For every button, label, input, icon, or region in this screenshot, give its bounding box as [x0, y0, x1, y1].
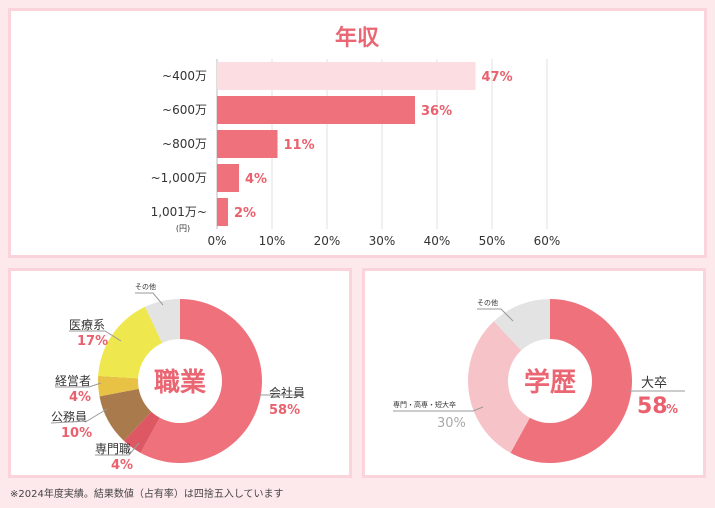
income-bar [217, 198, 228, 226]
income-value-label: 47% [482, 70, 513, 85]
edu-slice-value: 30% [437, 416, 466, 431]
income-tick-label: 60% [534, 234, 561, 248]
job-leader-line [95, 442, 140, 456]
income-title: 年収 [335, 25, 380, 51]
income-tick-label: 30% [369, 234, 396, 248]
income-bar [217, 62, 476, 90]
income-chart: 年収 ~400万 ~600万 ~800万 ~1,000万 1,001万~ 47% 36% 1… [151, 25, 561, 248]
job-title: 職業 [154, 368, 206, 398]
job-slice-name: 経営者 [55, 374, 91, 388]
job-slice-value: 4% [69, 390, 91, 405]
income-bar [217, 130, 278, 158]
job-leader-line [55, 382, 102, 388]
income-tick-label: 50% [479, 234, 506, 248]
job-slice-name: 医療系 [69, 318, 105, 332]
edu-donut-hole [508, 339, 592, 423]
job-slice-name: 公務員 [51, 410, 87, 424]
job-donut-hole [138, 339, 222, 423]
income-tick-label: 20% [314, 234, 341, 248]
income-value-label: 11% [284, 138, 315, 153]
edu-leader-line [393, 406, 484, 412]
edu-slice-value: 58 [637, 394, 668, 419]
income-tick-label: 10% [259, 234, 286, 248]
edu-slice-name: 専門・高専・短大卒 [393, 400, 456, 409]
job-leader-line [135, 292, 164, 306]
job-slice-value: 58% [269, 403, 300, 418]
job-panel: 職業 会社員 58% 専門職 4% 公務員 10% 経営者 4% 医療系 17% その他 [8, 268, 352, 478]
edu-slice-name: その他 [477, 298, 498, 307]
income-bar [217, 96, 415, 124]
job-donut-chart: 職業 会社員 58% 専門職 4% 公務員 10% 経営者 4% 医療系 17% その他 [50, 282, 305, 473]
job-slice-name: 専門職 [95, 442, 131, 456]
job-slice-value: 4% [111, 458, 133, 473]
income-bar [217, 164, 239, 192]
income-category-label: 1,001万~ [151, 205, 207, 219]
edu-panel: 学歴 大卒 58% 専門・高専・短大卒 30% その他 [362, 268, 706, 478]
income-value-label: 2% [234, 206, 256, 221]
job-leader-line [69, 330, 122, 342]
edu-donut-chart: 学歴 大卒 58% 専門・高専・短大卒 30% その他 [393, 298, 685, 463]
edu-title: 学歴 [524, 367, 576, 398]
income-tick-label: 0% [207, 234, 226, 248]
income-panel: 年収 ~400万 ~600万 ~800万 ~1,000万 1,001万~ 47% 36% 1… [8, 8, 707, 258]
income-category-label: ~600万 [162, 103, 207, 117]
footnote: ※2024年度実績。結果数値（占有率）は四捨五入しています [10, 489, 284, 500]
income-category-label: ~800万 [162, 137, 207, 151]
edu-slice-unit: % [666, 402, 678, 416]
job-slice-name: その他 [135, 282, 156, 291]
job-slice-name: 会社員 [269, 385, 305, 400]
income-unit-note: (円) [176, 224, 190, 233]
income-category-label: ~1,000万 [151, 171, 207, 185]
income-tick-label: 40% [424, 234, 451, 248]
job-slice-value: 10% [61, 426, 92, 441]
income-category-label: ~400万 [162, 69, 207, 83]
job-leader-line [50, 408, 108, 424]
income-value-label: 4% [245, 172, 267, 187]
edu-slice-name: 大卒 [641, 376, 667, 391]
edu-leader-line [477, 308, 514, 322]
income-value-label: 36% [421, 104, 452, 119]
job-slice-value: 17% [77, 334, 108, 349]
